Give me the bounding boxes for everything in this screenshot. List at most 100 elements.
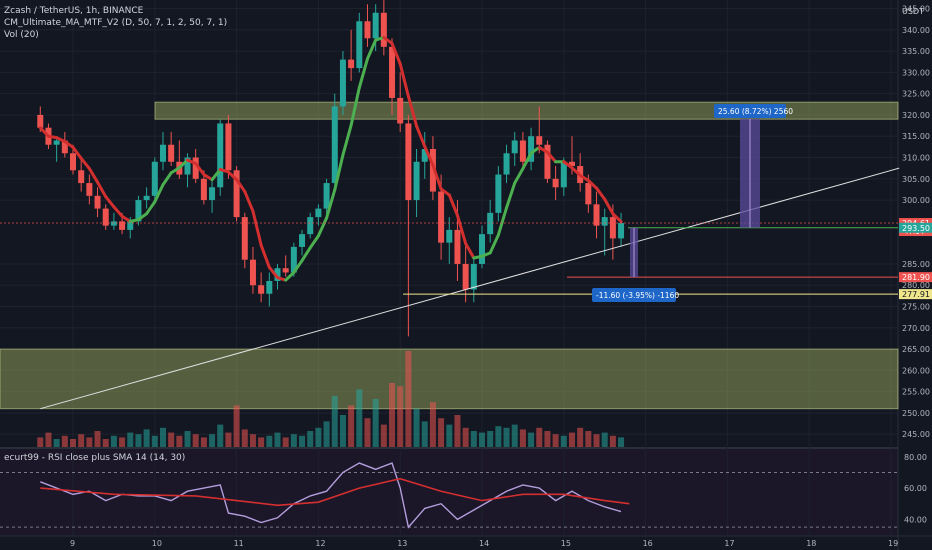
candle-body[interactable]: [86, 183, 93, 196]
candle-body[interactable]: [438, 191, 445, 243]
candle-body[interactable]: [70, 153, 76, 171]
ma-line-segment: [96, 180, 108, 199]
candle-body[interactable]: [258, 285, 265, 294]
candle-body[interactable]: [536, 136, 543, 145]
candle-body[interactable]: [585, 183, 592, 205]
candle-body[interactable]: [274, 268, 281, 281]
candle-body[interactable]: [462, 263, 469, 290]
price-tick-label: 310.00: [902, 154, 930, 163]
candle-body[interactable]: [331, 106, 338, 184]
volume-bar: [421, 421, 428, 447]
volume-bar: [560, 435, 567, 447]
candle-body[interactable]: [601, 217, 608, 226]
time-tick-label: 12: [315, 539, 325, 548]
candle-body[interactable]: [61, 140, 68, 154]
candle-body[interactable]: [249, 259, 256, 286]
candle-body[interactable]: [429, 149, 436, 192]
candle-body[interactable]: [102, 208, 109, 226]
candle-body[interactable]: [372, 12, 379, 39]
candle-body[interactable]: [282, 268, 289, 273]
volume-bar: [356, 389, 363, 447]
candle-body[interactable]: [364, 21, 371, 39]
candle-body[interactable]: [266, 280, 273, 294]
candle-body[interactable]: [339, 59, 346, 107]
candle-body[interactable]: [397, 97, 404, 124]
candle-body[interactable]: [53, 140, 60, 145]
candle-body[interactable]: [487, 212, 494, 235]
volume-bar: [438, 418, 445, 447]
volume-bar: [184, 431, 191, 447]
candle-body[interactable]: [135, 200, 142, 222]
candle-body[interactable]: [421, 149, 428, 162]
candle-body[interactable]: [159, 144, 166, 162]
volume-bar: [413, 408, 420, 447]
candle-body[interactable]: [413, 161, 420, 201]
candle-body[interactable]: [479, 234, 485, 264]
candle-body[interactable]: [470, 263, 477, 290]
ma-line-segment: [423, 144, 435, 167]
ma-line-segment: [316, 216, 329, 238]
ma-line-segment: [586, 179, 599, 190]
candle-body[interactable]: [560, 161, 567, 188]
candle-body[interactable]: [348, 59, 355, 69]
ma-line-segment: [431, 163, 443, 191]
candle-body[interactable]: [299, 234, 306, 247]
candle-body[interactable]: [192, 157, 199, 179]
ma-line-segment: [464, 242, 476, 260]
candle-body[interactable]: [37, 114, 44, 128]
candle-body[interactable]: [446, 229, 453, 243]
candle-body[interactable]: [209, 187, 216, 201]
volume-bar: [618, 437, 625, 447]
ma-line-segment: [595, 186, 607, 201]
candle-body[interactable]: [511, 140, 518, 154]
candle-body[interactable]: [315, 208, 322, 218]
candle-body[interactable]: [168, 144, 175, 162]
volume-bar: [192, 434, 199, 447]
candle-body[interactable]: [151, 161, 158, 196]
candle-body[interactable]: [94, 195, 101, 209]
ma-line-segment: [365, 38, 378, 61]
time-tick-label: 15: [561, 539, 571, 548]
candle-body[interactable]: [217, 123, 224, 188]
candle-body[interactable]: [323, 183, 330, 209]
candle-body[interactable]: [528, 136, 535, 162]
ma-line-segment: [120, 214, 132, 223]
ma-line-segment: [194, 161, 206, 177]
candle-body[interactable]: [225, 123, 232, 171]
candle-body[interactable]: [184, 157, 191, 175]
candle-body[interactable]: [380, 12, 387, 47]
candle-body[interactable]: [544, 144, 551, 179]
price-tick-label: 270.00: [902, 324, 930, 333]
candle-body[interactable]: [356, 21, 363, 69]
candle-body[interactable]: [503, 153, 510, 175]
candle-body[interactable]: [519, 140, 526, 162]
candle-body[interactable]: [552, 178, 559, 188]
candle-body[interactable]: [454, 229, 461, 264]
price-tick-label: 340.00: [902, 26, 930, 35]
candle-body[interactable]: [609, 217, 616, 239]
price-tick-label: 330.00: [902, 68, 930, 77]
candle-body[interactable]: [200, 178, 207, 201]
candle-body[interactable]: [241, 217, 248, 260]
candle-body[interactable]: [143, 195, 150, 201]
candle-body[interactable]: [290, 246, 297, 273]
volume-bar: [315, 427, 322, 447]
candle-body[interactable]: [233, 170, 240, 218]
candle-body[interactable]: [78, 170, 85, 184]
candle-body[interactable]: [127, 221, 134, 230]
candle-body[interactable]: [618, 223, 625, 239]
candle-body[interactable]: [307, 217, 314, 235]
time-tick-label: 17: [724, 539, 734, 548]
candle-body[interactable]: [495, 174, 502, 213]
candle-body[interactable]: [405, 123, 412, 201]
ma-line-segment: [537, 145, 549, 154]
ma-line-segment: [505, 181, 517, 210]
candle-body[interactable]: [593, 204, 600, 226]
ma-line-segment: [136, 212, 149, 222]
candle-body[interactable]: [568, 161, 575, 167]
volume-bar: [470, 431, 477, 447]
volume-bar: [323, 421, 330, 447]
candle-body[interactable]: [389, 46, 396, 98]
candle-body[interactable]: [119, 221, 126, 230]
